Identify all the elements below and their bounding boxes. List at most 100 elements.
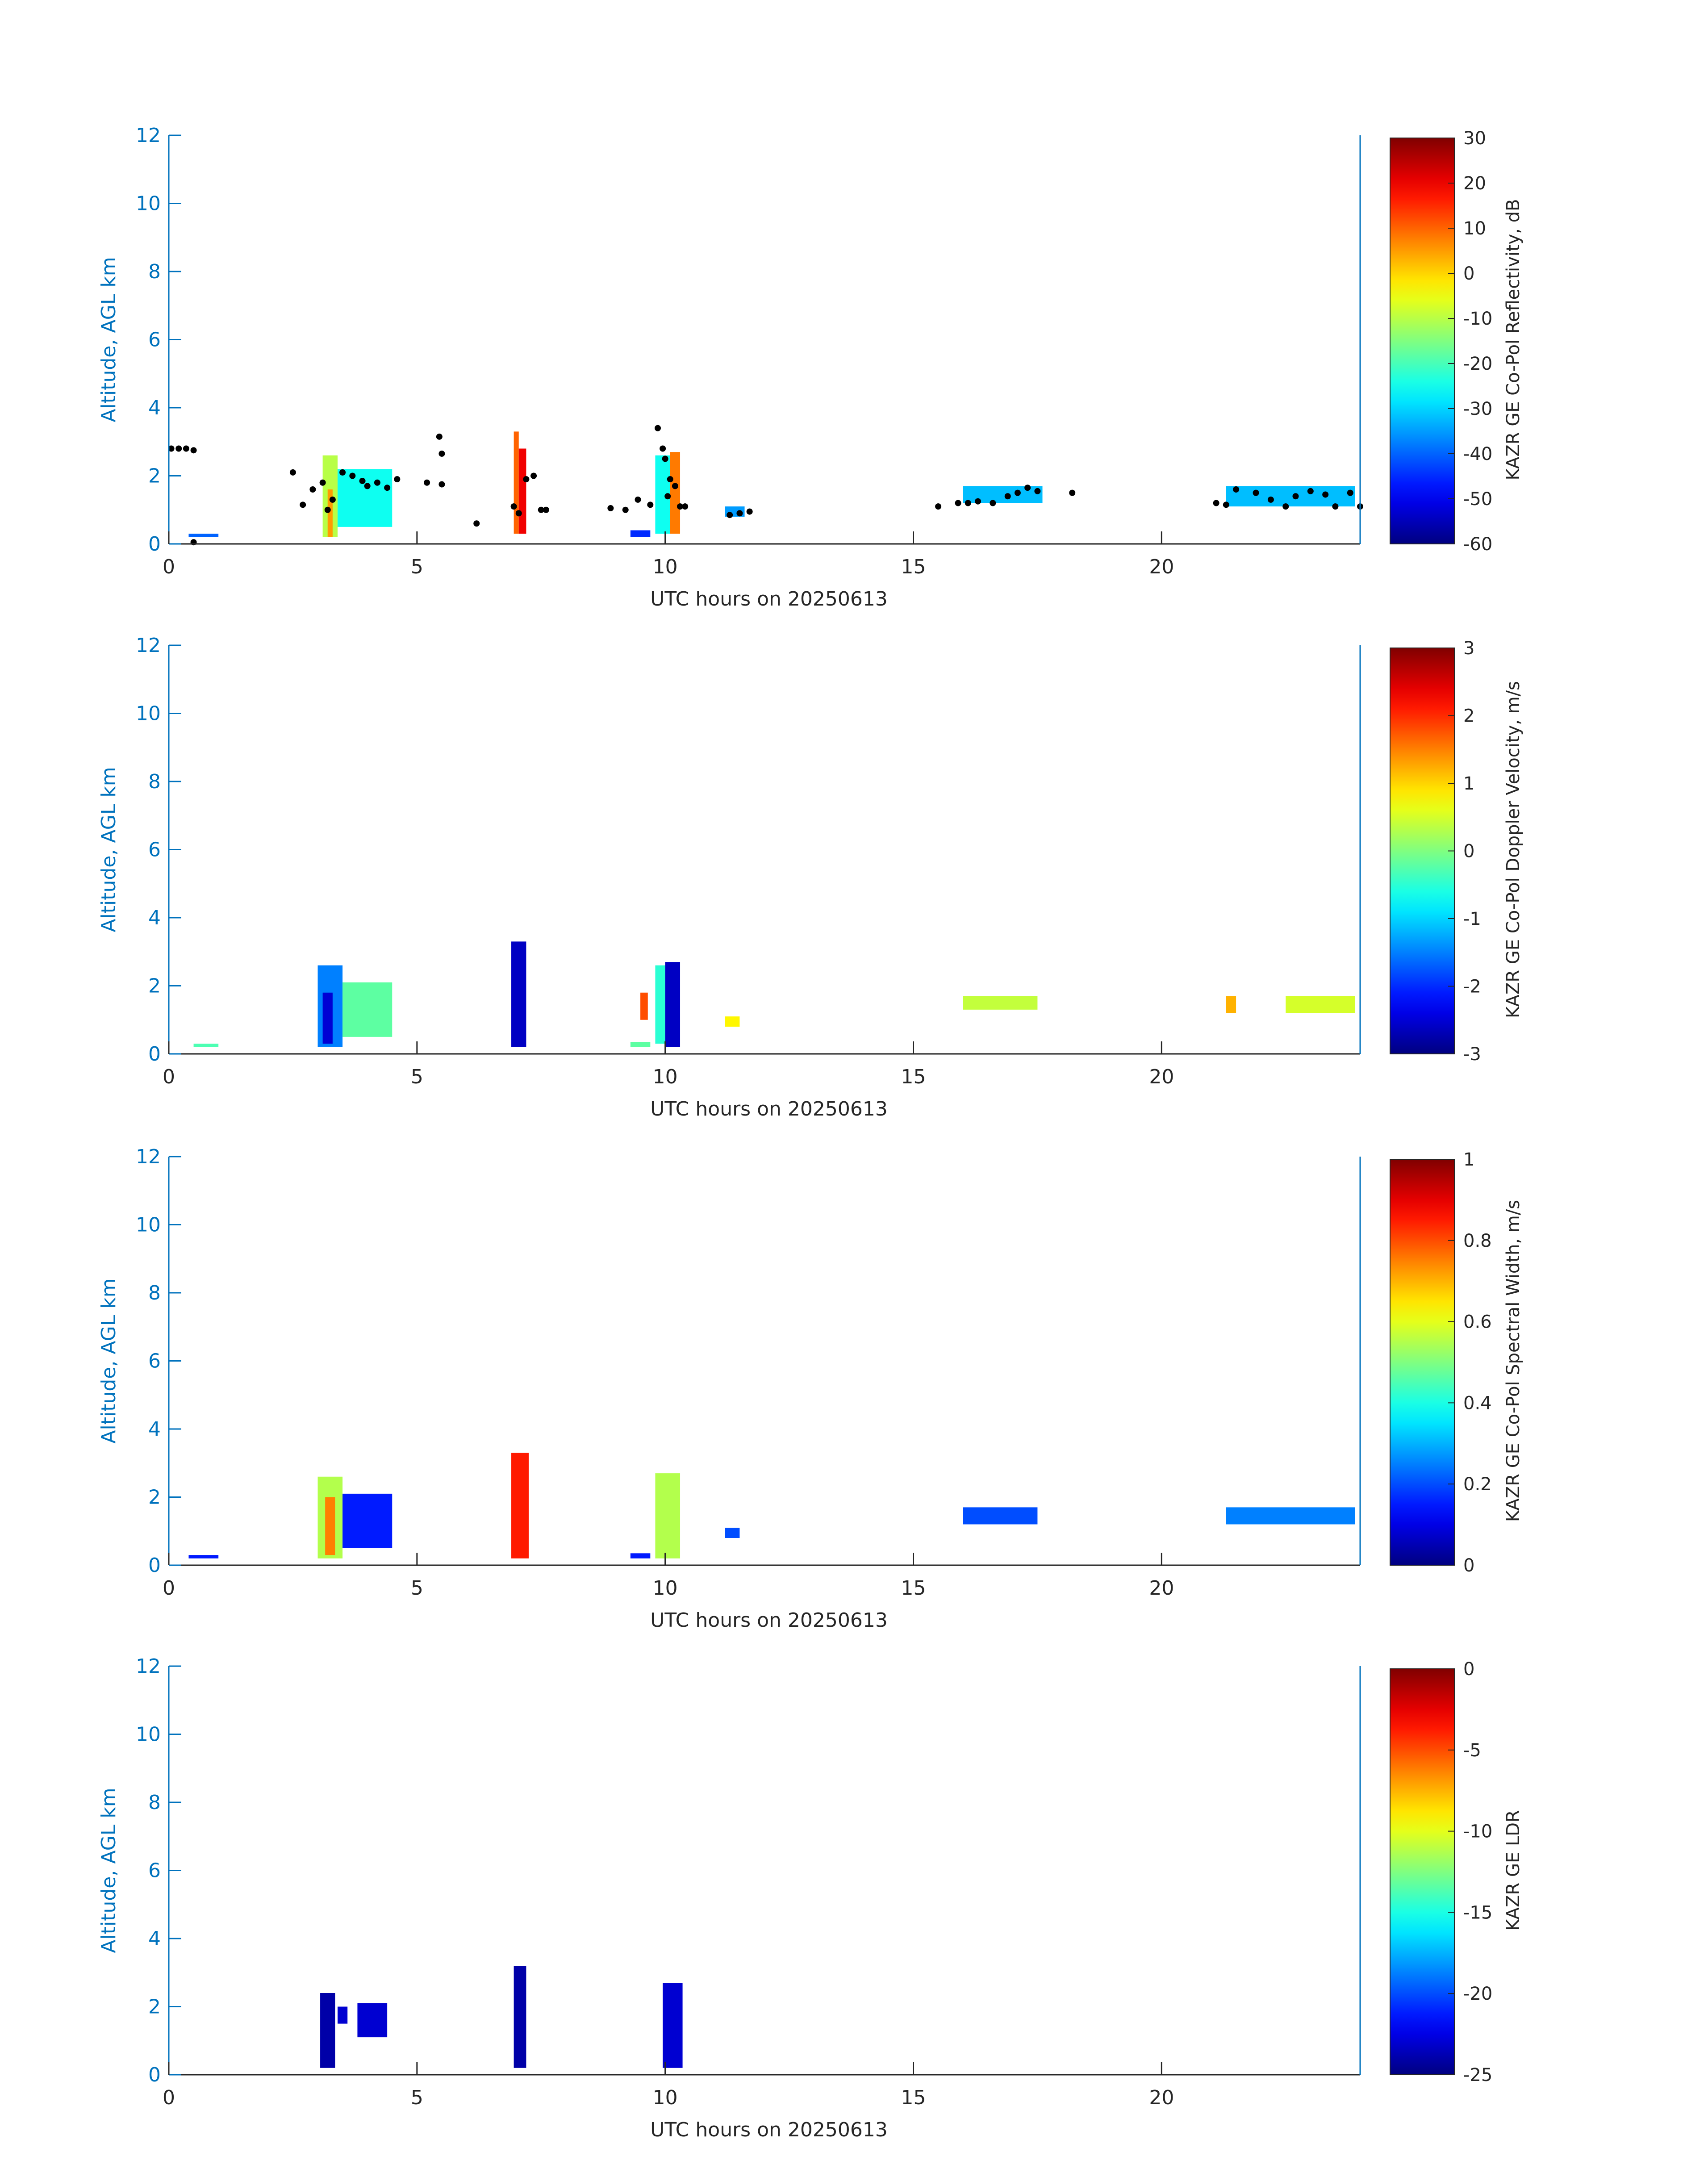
echo-cell (357, 2003, 388, 2038)
y-axis-label: Altitude, AGL km (97, 1788, 120, 1953)
cloud-point (1213, 500, 1219, 506)
colorbar-tick-label: -25 (1463, 2065, 1492, 2085)
echo-cell (325, 1497, 335, 1555)
cloud-point (682, 503, 689, 510)
cloud-point (965, 500, 971, 506)
echo-cell (655, 1473, 681, 1559)
colorbar-tick-label: -40 (1463, 444, 1492, 464)
cloud-point (349, 472, 356, 479)
cloud-point (175, 445, 182, 452)
y-tick-label: 2 (148, 1486, 161, 1509)
echo-cells (188, 1453, 1355, 1559)
colorbar-tick-label: -10 (1463, 309, 1492, 329)
x-axis-label: UTC hours on 20250613 (650, 2119, 888, 2141)
x-tick-label: 15 (901, 556, 926, 578)
colorbar-tick-label: 3 (1463, 638, 1474, 659)
echo-cells (193, 941, 1355, 1047)
cloud-point (1292, 493, 1299, 500)
colorbar-tick-label: 1 (1463, 1149, 1474, 1170)
x-tick-label: 15 (901, 1066, 926, 1088)
echo-cell (725, 1528, 740, 1538)
colorbar: 3 2 1 0 -1 -2 -3 KAZR GE Co-Pol Doppler Velocit… (1390, 638, 1524, 1065)
x-tick-label: 20 (1149, 2086, 1174, 2109)
cloud-point (746, 508, 753, 515)
x-tick-label: 5 (411, 1577, 423, 1600)
echo-cells (320, 1966, 683, 2068)
cloud-point (436, 433, 443, 440)
colorbar-tick-label: 10 (1463, 218, 1486, 239)
y-tick-label: 8 (148, 770, 161, 793)
x-tick-label: 20 (1149, 1066, 1174, 1088)
cloud-point (1069, 489, 1076, 496)
y-tick-label: 2 (148, 1996, 161, 2018)
x-tick-label: 20 (1149, 1577, 1174, 1600)
colorbar-tick-label: -5 (1463, 1740, 1481, 1761)
y-tick-label: 6 (148, 1859, 161, 1882)
x-axis-label: UTC hours on 20250613 (650, 1098, 888, 1120)
colorbar: 1 0.8 0.6 0.4 0.2 0 KAZR GE Co-Pol Spectral Wi… (1390, 1149, 1524, 1576)
echo-cell (511, 1453, 529, 1559)
echo-cell (342, 1493, 393, 1548)
y-tick-label: 12 (136, 124, 161, 147)
echo-cell (188, 1555, 219, 1559)
cloud-point (664, 493, 671, 500)
cloud-point (667, 476, 673, 483)
cloud-point (1233, 486, 1240, 493)
colorbar-tick-label: -1 (1463, 909, 1481, 929)
y-tick-label: 2 (148, 465, 161, 488)
y-tick-label: 8 (148, 1791, 161, 1814)
echo-cell (670, 452, 681, 534)
echo-cell (1226, 996, 1236, 1013)
colorbar-tick-label: 0.8 (1463, 1231, 1492, 1251)
y-tick-label: 2 (148, 975, 161, 998)
y-tick-label: 6 (148, 1350, 161, 1373)
y-tick-label: 8 (148, 1282, 161, 1304)
echo-cell (1226, 1507, 1355, 1525)
x-tick-label: 10 (653, 556, 678, 578)
echo-cell (320, 1993, 335, 2068)
colorbar-tick-label: 0 (1463, 263, 1474, 284)
cloud-point (515, 510, 522, 517)
cloud-point (1267, 496, 1274, 503)
cloud-point (1014, 489, 1021, 496)
colorbar-tick-label: 30 (1463, 128, 1486, 149)
cloud-point (339, 469, 346, 476)
x-tick-label: 20 (1149, 556, 1174, 578)
y-axis-label: Altitude, AGL km (97, 767, 120, 932)
cloud-point (622, 506, 629, 513)
colorbar-tick-label: -10 (1463, 1822, 1492, 1842)
cloud-point (424, 479, 430, 486)
y-tick-label: 0 (148, 533, 161, 556)
cloud-mask-points (168, 425, 1363, 546)
echo-cell (514, 1966, 526, 2068)
colorbar-tick-label: -50 (1463, 489, 1492, 510)
x-tick-label: 5 (411, 1066, 423, 1088)
y-tick-label: 10 (136, 1723, 161, 1746)
y-tick-label: 4 (148, 907, 161, 929)
cloud-point (438, 481, 445, 488)
cloud-point (1332, 503, 1339, 510)
y-tick-label: 10 (136, 1214, 161, 1237)
cloud-point (364, 483, 371, 489)
colorbar-tick-label: 2 (1463, 706, 1474, 727)
echo-cell (514, 431, 519, 534)
cloud-point (384, 485, 391, 491)
colorbar: 0 -5 -10 -15 -20 -25 KAZR GE LDR (1390, 1659, 1524, 2085)
echo-cell (188, 534, 219, 537)
echo-cell (630, 530, 651, 537)
cloud-point (1282, 503, 1289, 510)
y-tick-label: 12 (136, 1145, 161, 1168)
cloud-point (1347, 489, 1353, 496)
y-tick-label: 10 (136, 192, 161, 215)
x-tick-label: 15 (901, 1577, 926, 1600)
cloud-point (975, 498, 981, 505)
colorbar-gradient (1390, 138, 1455, 544)
x-axis-label: UTC hours on 20250613 (650, 588, 888, 610)
colorbar-tick-label: 0 (1463, 1555, 1474, 1576)
colorbar-label: KAZR GE Co-Pol Reflectivity, dB (1503, 199, 1524, 481)
cloud-point (438, 450, 445, 457)
x-tick-label: 15 (901, 2086, 926, 2109)
